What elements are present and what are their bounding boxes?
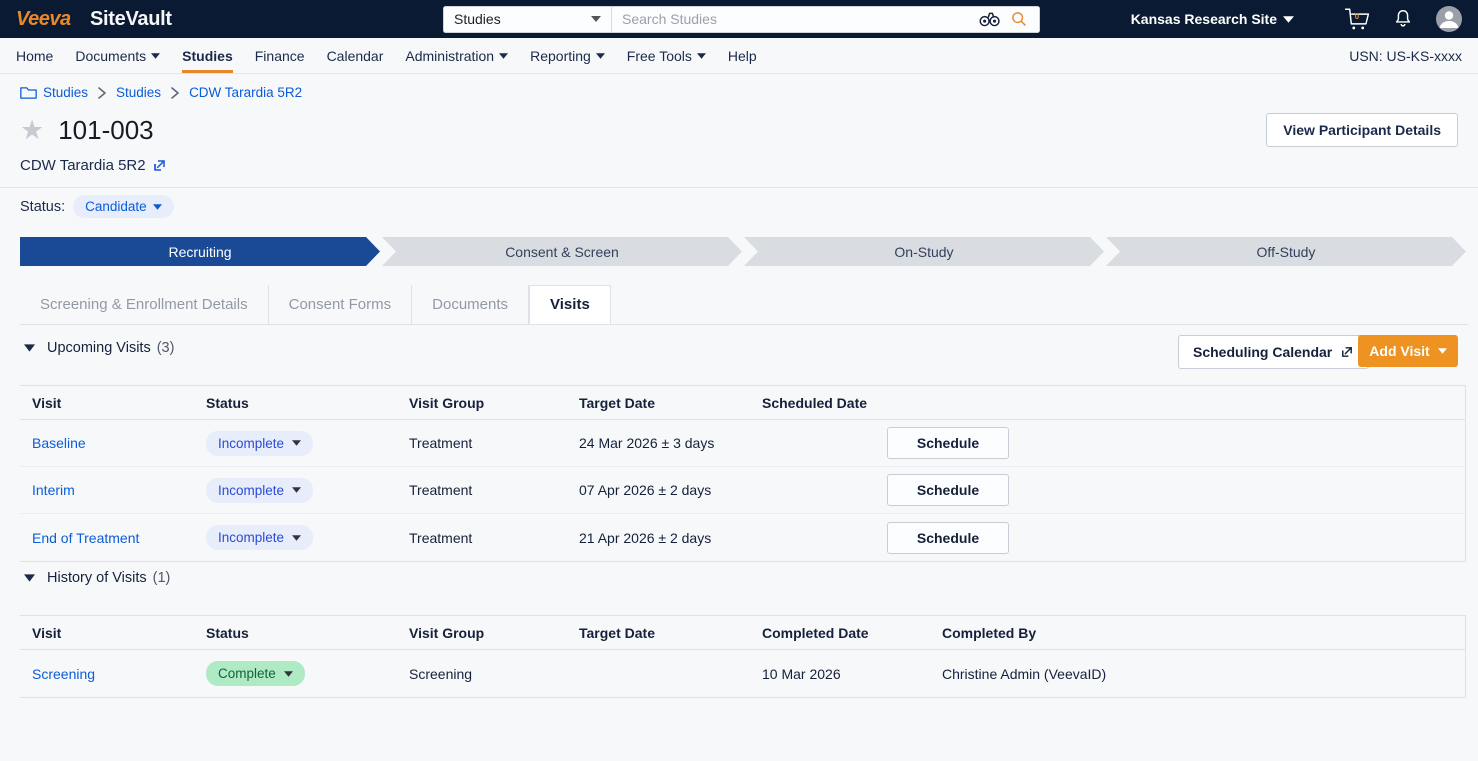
svg-text:Veeva: Veeva xyxy=(16,8,71,30)
svg-text:0: 0 xyxy=(1355,12,1360,21)
